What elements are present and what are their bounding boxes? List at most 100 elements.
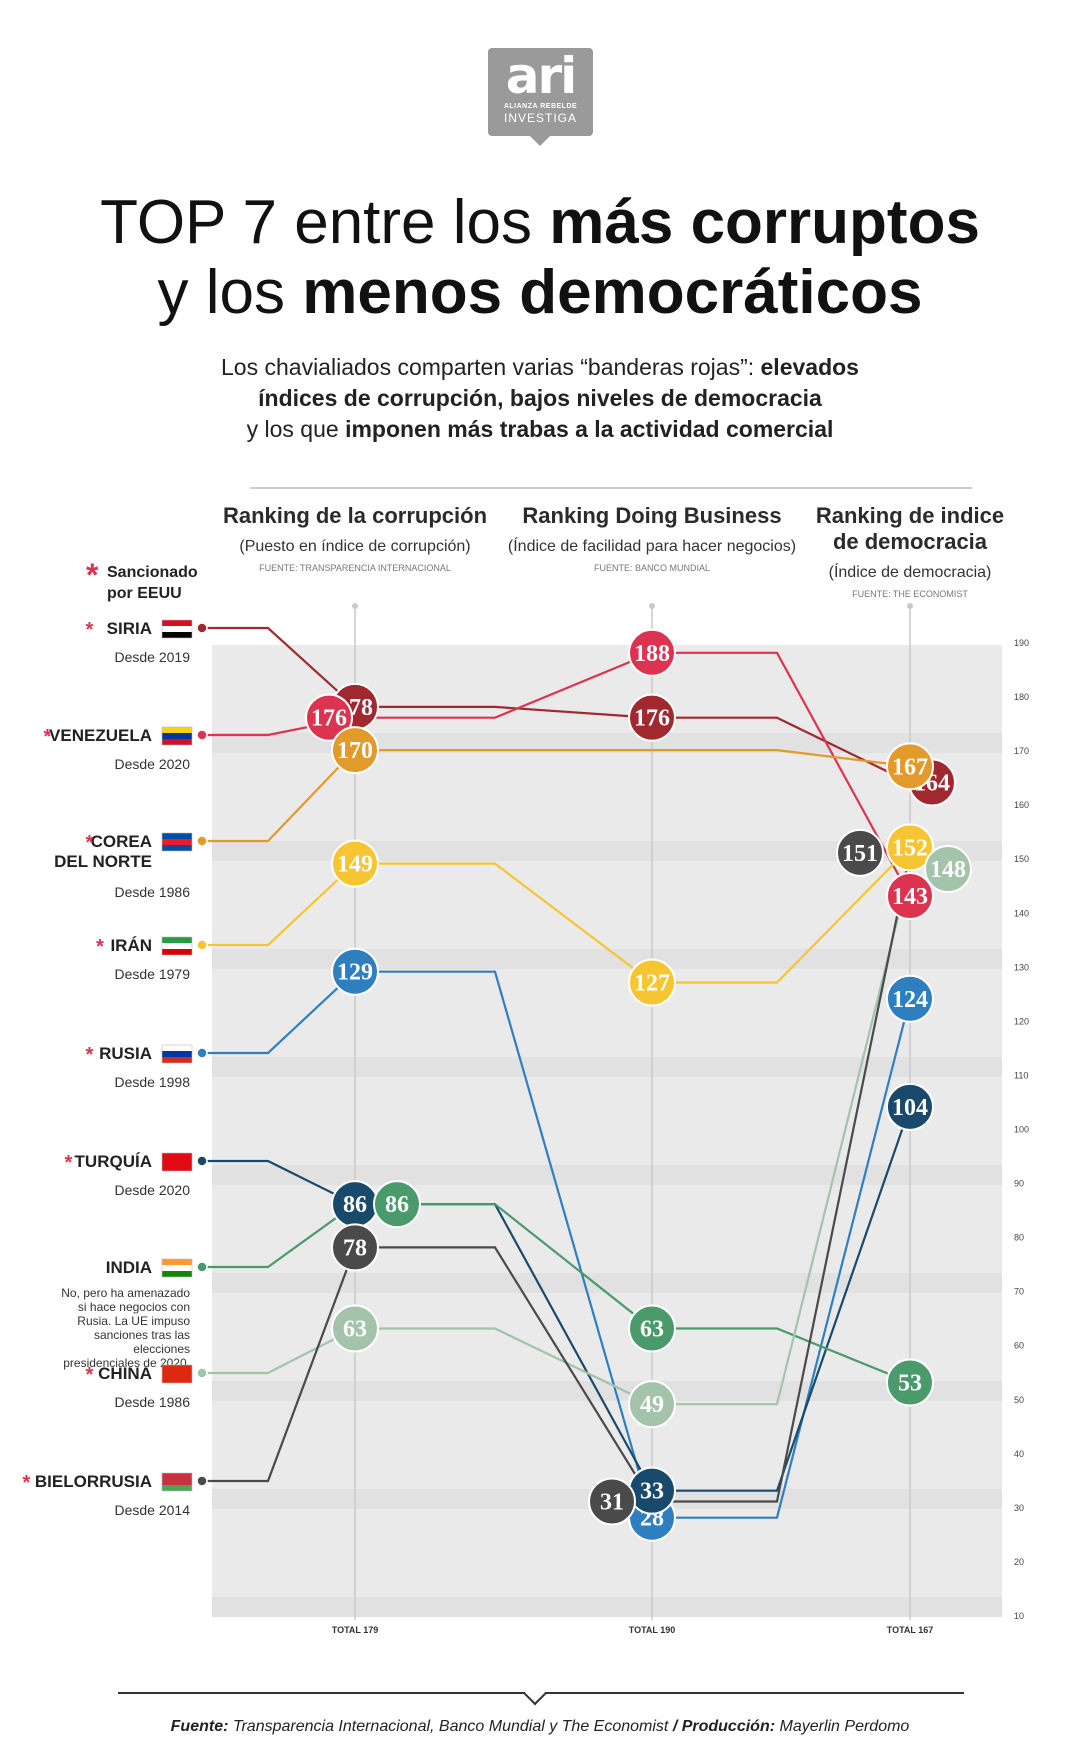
flag-stripe — [162, 626, 192, 632]
series-line — [202, 846, 911, 984]
country-note: si hace negocios con — [78, 1300, 190, 1314]
logo-main-text: ari — [505, 47, 578, 105]
y-tick-label: 90 — [1014, 1179, 1024, 1189]
flag-border — [161, 1152, 193, 1172]
column-guide-cap — [649, 603, 655, 609]
value-label: 149 — [337, 852, 373, 878]
series-start-dot — [196, 1475, 208, 1487]
value-bubble — [886, 1358, 934, 1407]
flag-stripe — [162, 620, 192, 626]
country-name: VENEZUELA — [49, 726, 152, 745]
column-title: Ranking de indice — [816, 503, 1004, 528]
value-bubble — [373, 1180, 421, 1229]
page-title: TOP 7 entre los más corruptos y los meno… — [100, 188, 980, 327]
country-since: Desde 2020 — [114, 1182, 190, 1198]
y-tick-label: 80 — [1014, 1233, 1024, 1243]
value-bubble — [924, 845, 972, 894]
country-note: presidenciales de 2020. — [63, 1356, 190, 1370]
y-tick-label: 60 — [1014, 1341, 1024, 1351]
column-total: TOTAL 190 — [629, 1625, 676, 1635]
country-since: Desde 1979 — [114, 966, 190, 982]
series-start-dot — [196, 1261, 208, 1273]
flag-border — [161, 1044, 193, 1064]
country-note: elecciones — [133, 1342, 190, 1356]
column-guide-cap — [907, 603, 913, 609]
value-label: 143 — [892, 884, 928, 910]
country-note: Rusia. La UE impuso — [77, 1314, 190, 1328]
value-label: 176 — [311, 706, 347, 732]
value-label: 151 — [842, 841, 878, 867]
flag-stripe — [162, 1371, 192, 1377]
value-bubble — [331, 839, 379, 888]
flag-stripe — [162, 1045, 192, 1051]
column-subtitle: (Índice de facilidad para hacer negocios… — [508, 536, 796, 555]
value-bubble — [628, 693, 676, 742]
column-subtitle: (Índice de democracia) — [829, 562, 992, 581]
value-label: 86 — [343, 1192, 367, 1218]
country-name: CHINA — [98, 1364, 152, 1383]
series-line — [202, 868, 912, 1406]
value-bubble — [886, 974, 934, 1023]
row-band-divider — [212, 733, 1002, 753]
series-start-dot — [196, 1155, 208, 1167]
sanction-marker: * — [44, 726, 52, 748]
column-source: FUENTE: THE ECONOMIST — [852, 589, 968, 599]
y-tick-label: 180 — [1014, 692, 1029, 702]
series-line — [202, 970, 912, 1519]
value-label: 129 — [337, 960, 373, 986]
flag-stripe — [162, 1473, 192, 1479]
value-label: 49 — [640, 1392, 664, 1418]
row-band — [212, 1293, 1002, 1381]
sanction-marker: * — [86, 1364, 94, 1386]
row-band-divider — [212, 1381, 1002, 1401]
column-source: FUENTE: TRANSPARENCIA INTERNACIONAL — [259, 563, 451, 573]
column-total: TOTAL 167 — [887, 1625, 934, 1635]
value-bubble — [628, 1304, 676, 1353]
value-bubble — [886, 872, 934, 921]
footer-notch — [523, 1682, 547, 1706]
country-name: COREA — [91, 832, 152, 851]
series-line — [202, 1203, 911, 1384]
y-tick-label: 160 — [1014, 800, 1029, 810]
sanction-marker: * — [65, 1152, 73, 1174]
flag-stripe — [162, 943, 192, 949]
value-label: 148 — [930, 857, 966, 883]
value-label: 188 — [634, 641, 670, 667]
logo-subtitle: ALIANZA REBELDE — [503, 103, 578, 110]
row-band — [212, 1077, 1002, 1165]
column-title: Ranking Doing Business — [522, 503, 781, 528]
country-name: BIELORRUSIA — [35, 1472, 152, 1491]
flag-stripe — [162, 1485, 192, 1491]
flag-stripe — [162, 1271, 192, 1277]
series-lines — [196, 622, 912, 1519]
value-bubble — [886, 1082, 934, 1131]
logo-investiga: INVESTIGA — [503, 111, 577, 125]
country-since: Desde 1998 — [114, 1074, 190, 1090]
y-tick-label: 20 — [1014, 1557, 1024, 1567]
flag-stripe — [162, 727, 192, 733]
column-guide-cap — [352, 603, 358, 609]
country-flag — [161, 1472, 193, 1492]
series-line — [202, 651, 911, 897]
country-since: Desde 1986 — [114, 884, 190, 900]
series-line — [202, 852, 912, 1503]
value-label: 86 — [385, 1192, 409, 1218]
value-bubble — [628, 1380, 676, 1429]
value-label: 63 — [640, 1317, 664, 1343]
value-bubble — [886, 823, 934, 872]
flag-border — [161, 619, 193, 639]
flag-border — [161, 832, 193, 852]
value-label: 104 — [892, 1095, 928, 1121]
series-start-dot — [196, 622, 208, 634]
flag-stripe — [162, 1051, 192, 1057]
value-label: 170 — [337, 738, 373, 764]
flag-stripe — [162, 845, 192, 851]
y-tick-label: 110 — [1014, 1070, 1028, 1080]
column-source: FUENTE: BANCO MUNDIAL — [594, 563, 710, 573]
y-tick-label: 100 — [1014, 1125, 1029, 1135]
slope-chart: Ranking de la corrupción (Puesto en índic… — [23, 487, 1029, 1635]
country-since: Desde 2019 — [114, 649, 190, 665]
sanction-marker: * — [96, 936, 104, 958]
column-title: Ranking de la corrupción — [223, 503, 487, 528]
value-bubble — [588, 1477, 636, 1526]
